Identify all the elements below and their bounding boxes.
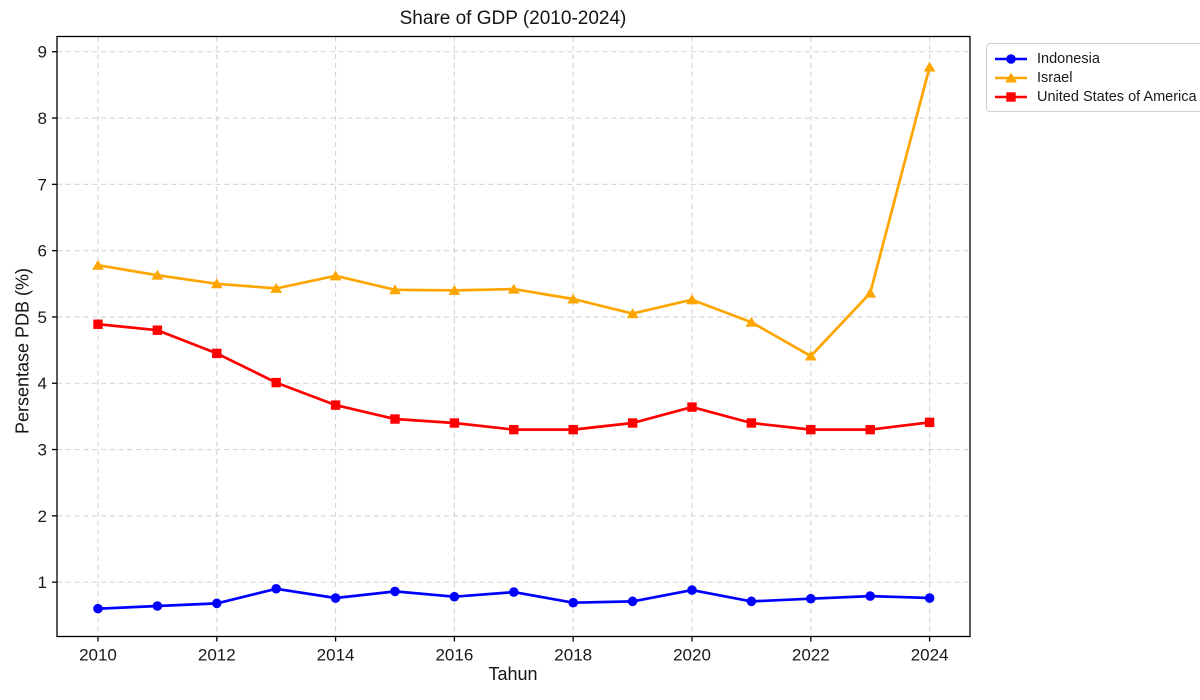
svg-text:2: 2 xyxy=(38,507,47,526)
svg-text:9: 9 xyxy=(38,43,47,62)
legend-item-israel: Israel xyxy=(994,69,1197,86)
svg-text:2022: 2022 xyxy=(792,646,830,665)
svg-text:2024: 2024 xyxy=(911,646,949,665)
chart-title: Share of GDP (2010-2024) xyxy=(399,8,627,29)
svg-text:1: 1 xyxy=(38,573,47,592)
svg-text:4: 4 xyxy=(38,374,47,393)
svg-text:2012: 2012 xyxy=(198,646,236,665)
svg-text:7: 7 xyxy=(38,175,47,194)
legend-label-usa: United States of America xyxy=(1037,88,1197,105)
svg-text:3: 3 xyxy=(38,441,47,460)
legend-marker-usa xyxy=(994,90,1028,104)
svg-text:2014: 2014 xyxy=(317,646,355,665)
legend-marker-indonesia xyxy=(994,52,1028,66)
svg-text:6: 6 xyxy=(38,242,47,261)
legend: Indonesia Israel United States of Americ… xyxy=(986,43,1200,112)
legend-item-usa: United States of America xyxy=(994,88,1197,105)
x-axis-label: Tahun xyxy=(488,664,538,684)
svg-text:2016: 2016 xyxy=(435,646,473,665)
svg-text:5: 5 xyxy=(38,308,47,327)
legend-item-indonesia: Indonesia xyxy=(994,50,1197,67)
legend-label-indonesia: Indonesia xyxy=(1037,50,1100,67)
svg-text:2010: 2010 xyxy=(79,646,117,665)
svg-text:8: 8 xyxy=(38,109,47,128)
svg-text:2018: 2018 xyxy=(554,646,592,665)
legend-marker-israel xyxy=(994,71,1028,85)
svg-text:2020: 2020 xyxy=(673,646,711,665)
legend-label-israel: Israel xyxy=(1037,69,1073,86)
